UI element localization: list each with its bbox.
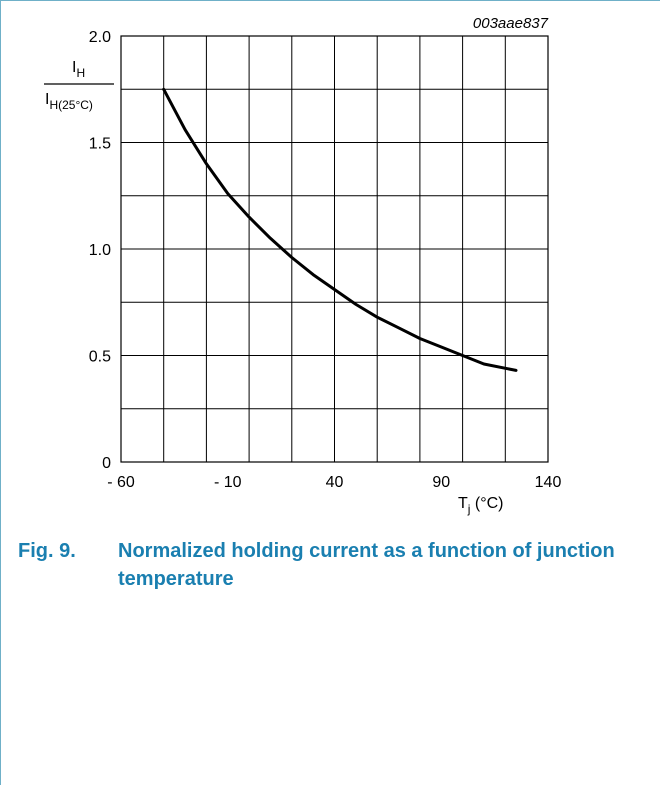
y-label-num-sub: H <box>76 66 85 80</box>
x-tick-label: - 10 <box>214 474 242 491</box>
y-axis-label: IH IH(25°C) <box>44 59 114 112</box>
plot-area <box>120 35 549 463</box>
svg-text:IH(25°C): IH(25°C) <box>45 91 93 112</box>
figure-caption: Fig. 9. Normalized holding current as a … <box>18 537 638 593</box>
y-tick-label: 1.5 <box>89 136 111 153</box>
x-tick-label: 40 <box>326 474 344 491</box>
x-tick-label: 140 <box>535 474 562 491</box>
chart: 00.51.01.52.0 - 60- 10 40 90 140 003aae837 … <box>44 15 561 516</box>
figure-title: Normalized holding current as a function… <box>118 540 615 590</box>
x-label-main: T <box>458 495 468 512</box>
series-line <box>162 87 518 372</box>
y-label-den-main: I <box>45 91 49 108</box>
x-tick-label: - 60 <box>107 474 135 491</box>
y-tick-labels: 0 0.5 1.0 1.5 2.0 <box>89 29 111 472</box>
grid <box>121 36 548 462</box>
y-tick-label: 2.0 <box>89 29 111 46</box>
x-label-unit: (°C) <box>470 495 503 512</box>
y-label-num-main: I <box>72 59 76 76</box>
x-axis-label: Tj (°C) <box>458 495 504 516</box>
y-tick-label: 1.0 <box>89 242 111 259</box>
x-label-sub: j <box>467 502 471 516</box>
y-label-den-sub: H(25°C) <box>49 98 92 112</box>
x-tick-labels: - 60 - 10 40 90 140 <box>107 474 561 491</box>
svg-text:IH: IH <box>72 59 85 80</box>
y-tick-label: 0 <box>102 455 111 472</box>
figure-number: Fig. 9. <box>18 540 76 562</box>
figure-code: 003aae837 <box>473 15 549 32</box>
x-tick-label: 90 <box>432 474 450 491</box>
y-tick-label: 0.5 <box>89 349 111 366</box>
